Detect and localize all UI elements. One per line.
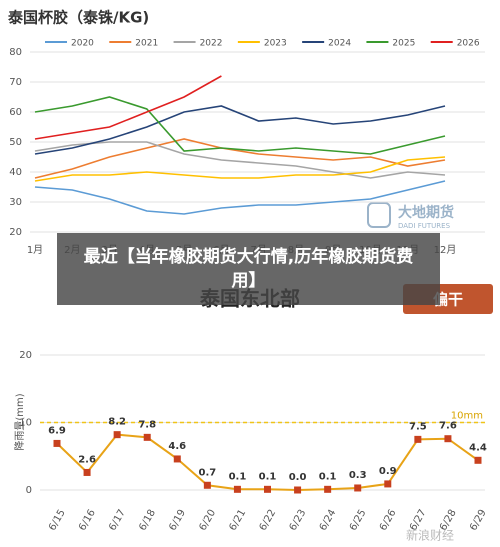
chart-title: 泰国杯胶（泰铢/KG) xyxy=(7,9,149,27)
marker xyxy=(444,435,452,443)
data-label: 0.7 xyxy=(198,467,216,478)
x-tick-label: 6/19 xyxy=(167,508,188,533)
y-tick-label: 0 xyxy=(26,485,32,496)
watermark: 大地期货 xyxy=(398,204,454,221)
marker xyxy=(264,485,271,493)
y-axis-label: 降雨量(mm) xyxy=(13,393,26,450)
x-tick-label: 6/21 xyxy=(227,508,248,533)
marker xyxy=(324,485,332,493)
x-tick-label: 6/22 xyxy=(258,508,279,533)
data-label: 0.1 xyxy=(319,471,337,482)
x-tick-label: 6/17 xyxy=(107,508,128,533)
data-label: 4.4 xyxy=(469,442,487,453)
marker xyxy=(53,439,61,447)
y-tick-label: 10 xyxy=(19,418,32,429)
series-line xyxy=(34,141,446,179)
data-label: 4.6 xyxy=(168,441,186,452)
watermark: DADI FUTURES xyxy=(398,222,451,230)
marker xyxy=(143,433,151,441)
y-tick-label: 50 xyxy=(9,137,22,148)
marker xyxy=(384,480,392,488)
data-label: 0.3 xyxy=(349,470,367,481)
data-label: 0.1 xyxy=(229,471,247,482)
y-tick-label: 60 xyxy=(9,107,22,118)
marker xyxy=(414,435,422,443)
threshold-label: 10mm xyxy=(451,411,483,422)
legend-label: 2020 xyxy=(71,39,94,49)
data-label: 7.8 xyxy=(138,419,156,430)
data-label: 0.1 xyxy=(259,471,277,482)
series-line xyxy=(34,180,446,215)
x-tick-label: 6/18 xyxy=(137,508,158,533)
marker xyxy=(474,456,482,464)
x-tick-label: 6/15 xyxy=(47,508,68,533)
series-line xyxy=(34,96,446,155)
data-label: 7.6 xyxy=(439,421,457,432)
series-line xyxy=(34,138,446,179)
y-tick-label: 20 xyxy=(19,350,32,361)
legend-label: 2022 xyxy=(200,39,223,49)
series-line xyxy=(34,75,222,140)
legend-label: 2025 xyxy=(392,39,415,49)
series-line xyxy=(34,156,446,182)
marker xyxy=(294,486,302,494)
x-tick-label: 6/23 xyxy=(288,508,309,533)
watermark: 新浪财经 xyxy=(406,528,454,543)
x-tick-label: 6/26 xyxy=(378,508,399,533)
marker xyxy=(83,468,91,476)
logo xyxy=(367,202,391,228)
x-tick-label: 6/16 xyxy=(77,508,98,533)
data-label: 8.2 xyxy=(108,417,126,428)
marker xyxy=(173,455,181,463)
data-label: 7.5 xyxy=(409,421,427,432)
x-tick-label: 6/28 xyxy=(438,508,459,533)
data-label: 6.9 xyxy=(48,425,66,436)
badge: 偏干 xyxy=(433,291,463,309)
data-label: 0.9 xyxy=(379,466,397,477)
y-tick-label: 40 xyxy=(9,167,22,178)
legend-label: 2026 xyxy=(457,39,480,49)
banner: 最近【当年橡胶期货大行情,历年橡胶期货费用】 xyxy=(57,233,440,305)
x-tick-label: 1月 xyxy=(27,244,43,256)
x-tick-label: 6/20 xyxy=(197,508,218,533)
data-label: 2.6 xyxy=(78,454,96,465)
x-tick-label: 6/29 xyxy=(468,508,489,533)
series-line xyxy=(34,105,446,155)
y-tick-label: 70 xyxy=(9,77,22,88)
marker xyxy=(233,485,241,493)
data-label: 0.0 xyxy=(289,472,307,483)
marker xyxy=(203,481,211,489)
marker xyxy=(354,484,362,492)
y-tick-label: 30 xyxy=(9,197,22,208)
legend-label: 2023 xyxy=(264,39,287,49)
y-tick-label: 20 xyxy=(9,227,22,238)
marker xyxy=(113,431,121,439)
legend-label: 2021 xyxy=(135,39,158,49)
x-tick-label: 6/25 xyxy=(348,508,369,533)
x-tick-label: 6/24 xyxy=(318,508,339,533)
y-tick-label: 80 xyxy=(9,47,22,58)
legend-label: 2024 xyxy=(328,39,351,49)
